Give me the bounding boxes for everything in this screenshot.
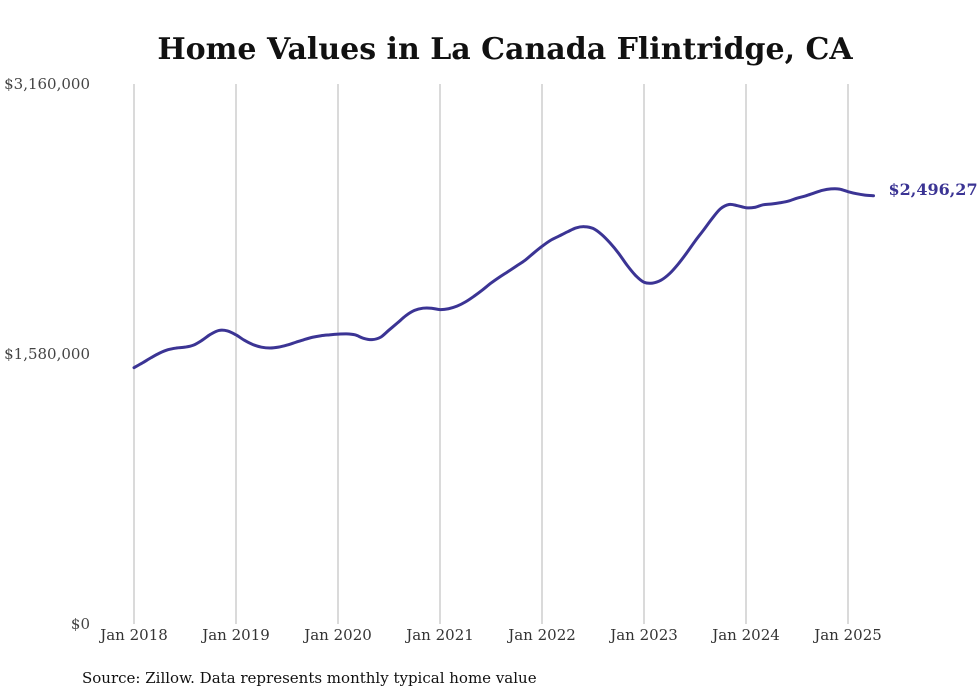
- source-note: Source: Zillow. Data represents monthly …: [82, 669, 537, 687]
- y-tick-label: $1,580,000: [4, 345, 90, 363]
- x-tick-label: Jan 2021: [404, 626, 474, 644]
- x-tick-label: Jan 2025: [812, 626, 882, 644]
- gridlines: [133, 84, 849, 624]
- x-tick-label: Jan 2018: [98, 626, 168, 644]
- x-tick-label: Jan 2024: [710, 626, 780, 644]
- x-tick-label: Jan 2019: [200, 626, 270, 644]
- x-tick-label: Jan 2023: [608, 626, 678, 644]
- chart-title: Home Values in La Canada Flintridge, CA: [157, 32, 853, 67]
- y-tick-label: $0: [71, 615, 90, 633]
- x-tick-label: Jan 2020: [302, 626, 372, 644]
- x-axis-tick-labels: Jan 2018 Jan 2019 Jan 2020 Jan 2021 Jan 2022…: [98, 626, 882, 644]
- y-axis-tick-labels: $0 $1,580,000 $3,160,000: [4, 75, 90, 633]
- x-tick-label: Jan 2022: [506, 626, 576, 644]
- series-end-value-label: $2,496,27: [889, 180, 978, 199]
- y-tick-label: $3,160,000: [4, 75, 90, 93]
- home-value-series-line: [132, 187, 875, 370]
